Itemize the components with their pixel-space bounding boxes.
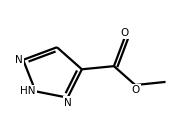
Text: N: N: [64, 98, 72, 108]
Text: O: O: [121, 28, 129, 38]
Text: O: O: [131, 85, 139, 95]
Text: HN: HN: [20, 86, 36, 96]
Text: N: N: [15, 55, 23, 65]
